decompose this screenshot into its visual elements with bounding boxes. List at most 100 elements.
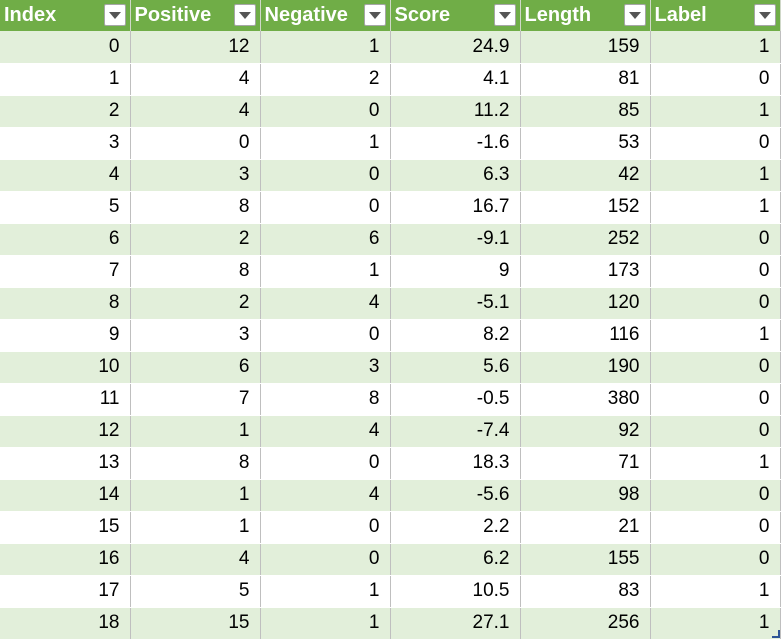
cell-negative[interactable]: 0: [260, 191, 391, 224]
filter-dropdown-button[interactable]: [623, 4, 646, 26]
cell-label[interactable]: 1: [650, 607, 781, 640]
cell-length[interactable]: 85: [520, 95, 651, 128]
cell-negative[interactable]: 4: [260, 479, 391, 512]
cell-length[interactable]: 252: [520, 223, 651, 256]
cell-negative[interactable]: 4: [260, 287, 391, 320]
cell-label[interactable]: 0: [650, 415, 781, 448]
cell-positive[interactable]: 12: [130, 31, 261, 64]
cell-positive[interactable]: 1: [130, 415, 261, 448]
cell-label[interactable]: 0: [650, 255, 781, 288]
cell-negative[interactable]: 0: [260, 95, 391, 128]
cell-label[interactable]: 0: [650, 479, 781, 512]
cell-index[interactable]: 1: [0, 63, 131, 96]
cell-length[interactable]: 21: [520, 511, 651, 544]
cell-length[interactable]: 159: [520, 31, 651, 64]
cell-positive[interactable]: 3: [130, 159, 261, 192]
cell-negative[interactable]: 3: [260, 351, 391, 384]
cell-label[interactable]: 1: [650, 191, 781, 224]
cell-label[interactable]: 0: [650, 63, 781, 96]
cell-score[interactable]: 6.3: [390, 159, 521, 192]
cell-negative[interactable]: 0: [260, 319, 391, 352]
cell-length[interactable]: 83: [520, 575, 651, 608]
table-resize-handle[interactable]: [772, 630, 780, 638]
filter-dropdown-button[interactable]: [363, 4, 386, 26]
filter-dropdown-button[interactable]: [233, 4, 256, 26]
cell-length[interactable]: 81: [520, 63, 651, 96]
cell-negative[interactable]: 1: [260, 127, 391, 160]
cell-length[interactable]: 53: [520, 127, 651, 160]
cell-index[interactable]: 9: [0, 319, 131, 352]
cell-index[interactable]: 8: [0, 287, 131, 320]
cell-length[interactable]: 92: [520, 415, 651, 448]
cell-index[interactable]: 18: [0, 607, 131, 640]
cell-index[interactable]: 10: [0, 351, 131, 384]
cell-label[interactable]: 1: [650, 95, 781, 128]
cell-index[interactable]: 11: [0, 383, 131, 416]
cell-positive[interactable]: 5: [130, 575, 261, 608]
cell-positive[interactable]: 0: [130, 127, 261, 160]
cell-score[interactable]: -7.4: [390, 415, 521, 448]
cell-score[interactable]: 18.3: [390, 447, 521, 480]
cell-positive[interactable]: 4: [130, 95, 261, 128]
cell-score[interactable]: -5.1: [390, 287, 521, 320]
cell-length[interactable]: 98: [520, 479, 651, 512]
cell-length[interactable]: 190: [520, 351, 651, 384]
cell-negative[interactable]: 8: [260, 383, 391, 416]
cell-label[interactable]: 0: [650, 351, 781, 384]
cell-negative[interactable]: 0: [260, 543, 391, 576]
cell-positive[interactable]: 15: [130, 607, 261, 640]
cell-positive[interactable]: 2: [130, 287, 261, 320]
cell-positive[interactable]: 2: [130, 223, 261, 256]
cell-negative[interactable]: 0: [260, 159, 391, 192]
cell-index[interactable]: 14: [0, 479, 131, 512]
cell-index[interactable]: 17: [0, 575, 131, 608]
cell-length[interactable]: 256: [520, 607, 651, 640]
cell-score[interactable]: -1.6: [390, 127, 521, 160]
cell-score[interactable]: 4.1: [390, 63, 521, 96]
cell-positive[interactable]: 8: [130, 191, 261, 224]
filter-dropdown-button[interactable]: [753, 4, 776, 26]
cell-label[interactable]: 1: [650, 319, 781, 352]
cell-negative[interactable]: 1: [260, 31, 391, 64]
cell-negative[interactable]: 0: [260, 511, 391, 544]
cell-length[interactable]: 71: [520, 447, 651, 480]
cell-index[interactable]: 2: [0, 95, 131, 128]
cell-label[interactable]: 1: [650, 575, 781, 608]
cell-length[interactable]: 173: [520, 255, 651, 288]
cell-label[interactable]: 0: [650, 383, 781, 416]
cell-length[interactable]: 380: [520, 383, 651, 416]
cell-positive[interactable]: 1: [130, 479, 261, 512]
cell-score[interactable]: 27.1: [390, 607, 521, 640]
cell-index[interactable]: 4: [0, 159, 131, 192]
cell-positive[interactable]: 8: [130, 255, 261, 288]
cell-length[interactable]: 152: [520, 191, 651, 224]
cell-positive[interactable]: 8: [130, 447, 261, 480]
cell-length[interactable]: 120: [520, 287, 651, 320]
cell-score[interactable]: 5.6: [390, 351, 521, 384]
cell-index[interactable]: 7: [0, 255, 131, 288]
cell-positive[interactable]: 1: [130, 511, 261, 544]
cell-score[interactable]: 9: [390, 255, 521, 288]
cell-length[interactable]: 116: [520, 319, 651, 352]
cell-index[interactable]: 13: [0, 447, 131, 480]
cell-negative[interactable]: 1: [260, 607, 391, 640]
cell-score[interactable]: 6.2: [390, 543, 521, 576]
cell-score[interactable]: -0.5: [390, 383, 521, 416]
cell-index[interactable]: 3: [0, 127, 131, 160]
cell-score[interactable]: 2.2: [390, 511, 521, 544]
cell-score[interactable]: 16.7: [390, 191, 521, 224]
cell-length[interactable]: 155: [520, 543, 651, 576]
cell-label[interactable]: 0: [650, 511, 781, 544]
cell-positive[interactable]: 4: [130, 63, 261, 96]
filter-dropdown-button[interactable]: [493, 4, 516, 26]
cell-label[interactable]: 0: [650, 543, 781, 576]
cell-negative[interactable]: 1: [260, 575, 391, 608]
cell-index[interactable]: 15: [0, 511, 131, 544]
cell-index[interactable]: 6: [0, 223, 131, 256]
cell-label[interactable]: 1: [650, 447, 781, 480]
cell-score[interactable]: -5.6: [390, 479, 521, 512]
cell-score[interactable]: 8.2: [390, 319, 521, 352]
cell-negative[interactable]: 1: [260, 255, 391, 288]
filter-dropdown-button[interactable]: [103, 4, 126, 26]
cell-positive[interactable]: 3: [130, 319, 261, 352]
